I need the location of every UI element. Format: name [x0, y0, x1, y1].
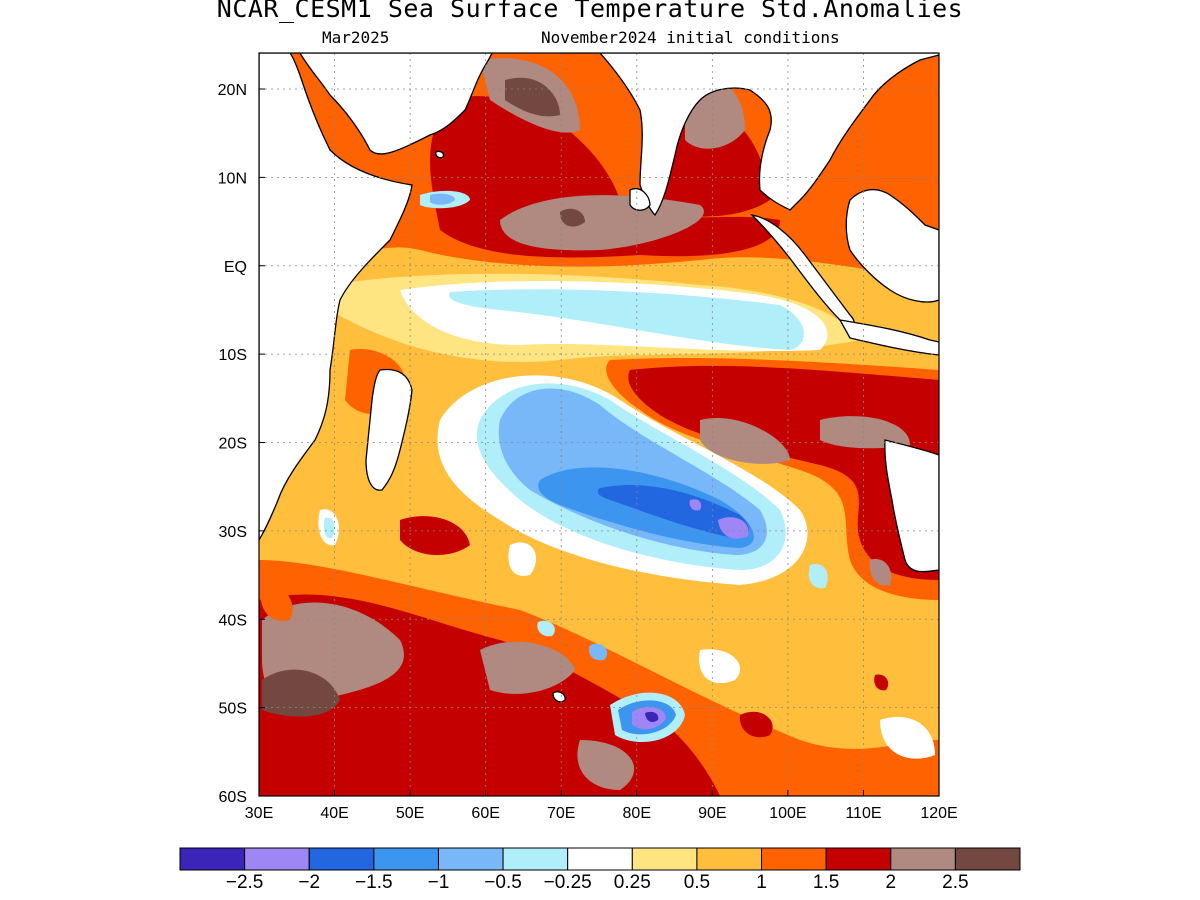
equatorial-max-patch: [560, 208, 585, 227]
lon-tick-label: 80E: [623, 805, 651, 822]
lat-tick-label: 20N: [218, 82, 247, 99]
sri-lanka: [629, 188, 651, 211]
colorbar-label: 0.5: [683, 872, 711, 893]
south-asia-land: [560, 53, 939, 217]
anomaly-field: [259, 53, 939, 796]
colorbar-label: −1: [427, 872, 450, 893]
kerguelen-island: [552, 691, 566, 703]
colorbar-label: −0.25: [543, 872, 592, 893]
forecast-month: Mar2025: [322, 28, 390, 47]
colorbar-swatch: [890, 847, 956, 871]
lat-tick-label: 60S: [219, 789, 247, 806]
socotra: [435, 150, 445, 159]
southeast-strong-patch-c: [869, 559, 892, 586]
java: [838, 319, 939, 356]
lat-tick-label: 20S: [219, 436, 247, 453]
colorbar-label: 2.5: [942, 872, 969, 893]
se-warm-spot: [874, 674, 889, 691]
colorbar-swatch: [179, 847, 246, 871]
colorbar-swatch: [761, 847, 827, 871]
colorbar-label: −1.5: [355, 872, 393, 893]
lat-tick-label: 10N: [218, 170, 247, 187]
lon-tick-label: 110E: [845, 805, 881, 822]
borneo: [845, 188, 939, 303]
se-neutral-spot: [880, 716, 935, 759]
colorbar-label: 2: [885, 872, 897, 893]
colorbar-label: 0.25: [613, 872, 651, 893]
colorbar-label: 1.5: [812, 872, 840, 893]
map-frame: [258, 52, 940, 797]
sw-warm-spot: [400, 516, 470, 556]
axes: 30E 40E 50E 60E 70E 80E 90E 100E 110E 120E 20N 10N E…: [218, 82, 958, 822]
lon-tick-label: 100E: [769, 805, 806, 822]
east-cool-spot: [808, 564, 828, 589]
lat-tick-label: 40S: [219, 612, 247, 629]
sw-cool-spot: [323, 517, 335, 539]
arabian-cool-spot-core: [430, 193, 455, 205]
colorbar-swatch: [373, 847, 439, 871]
lon-tick-label: 90E: [698, 805, 726, 822]
land: [259, 53, 939, 703]
southwest-max-patch: [262, 669, 340, 717]
lat-tick-label: 30S: [219, 524, 247, 541]
kerguelen-cool-spot-a: [537, 620, 555, 637]
central-strong-cool: [597, 485, 750, 539]
arabian-max-patch: [505, 77, 560, 117]
kerguelen-warm-patch: [480, 641, 575, 694]
colorbar-label: −0.5: [484, 872, 522, 893]
central-max-cool-b: [689, 499, 702, 511]
lat-tick-label: 50S: [219, 701, 247, 718]
south-neutral-spot-a: [699, 649, 741, 684]
colorbar-swatch: [696, 847, 763, 871]
madagascar: [365, 368, 413, 491]
kerguelen-cool-spot-b: [588, 643, 608, 661]
mid-neutral-spot: [508, 542, 537, 576]
lat-lon-grid: [259, 53, 939, 796]
lat-tick-label: 10S: [219, 347, 247, 364]
far-sw-warm-spot: [259, 584, 293, 621]
southeast-strong-patch-a: [700, 418, 790, 464]
lat-tick-label: EQ: [224, 259, 247, 276]
lon-tick-label: 30E: [245, 805, 273, 822]
colorbar-label: −2.5: [225, 872, 264, 893]
colorbar-swatch: [502, 847, 569, 871]
africa-land: [259, 53, 413, 542]
south-strong-patch: [577, 740, 635, 790]
lon-tick-label: 120E: [920, 805, 957, 822]
south-warm-spot: [739, 711, 773, 738]
equatorial-cool-tongue: [449, 289, 804, 350]
colorbar-swatch: [437, 847, 504, 871]
south-cool-max: [645, 711, 659, 722]
lon-tick-label: 50E: [396, 805, 424, 822]
colorbar-swatch: [825, 847, 892, 871]
colorbar-swatch: [954, 847, 1021, 871]
colorbar: [179, 847, 1021, 871]
colorbar-swatch: [244, 847, 310, 871]
colorbar-swatch: [631, 847, 698, 871]
lon-tick-label: 70E: [547, 805, 575, 822]
australia: [884, 439, 939, 573]
initial-conditions: November2024 initial conditions: [541, 28, 840, 47]
lon-tick-label: 40E: [320, 805, 348, 822]
colorbar-swatch: [567, 847, 633, 871]
colorbar-label: 1: [756, 872, 767, 893]
colorbar-label: −2: [298, 872, 321, 893]
chart-title: NCAR_CESM1 Sea Surface Temperature Std.A…: [216, 0, 964, 23]
arabia-land: [259, 53, 493, 155]
lon-tick-label: 60E: [471, 805, 499, 822]
central-max-cool: [718, 517, 749, 539]
colorbar-swatch: [308, 847, 375, 871]
